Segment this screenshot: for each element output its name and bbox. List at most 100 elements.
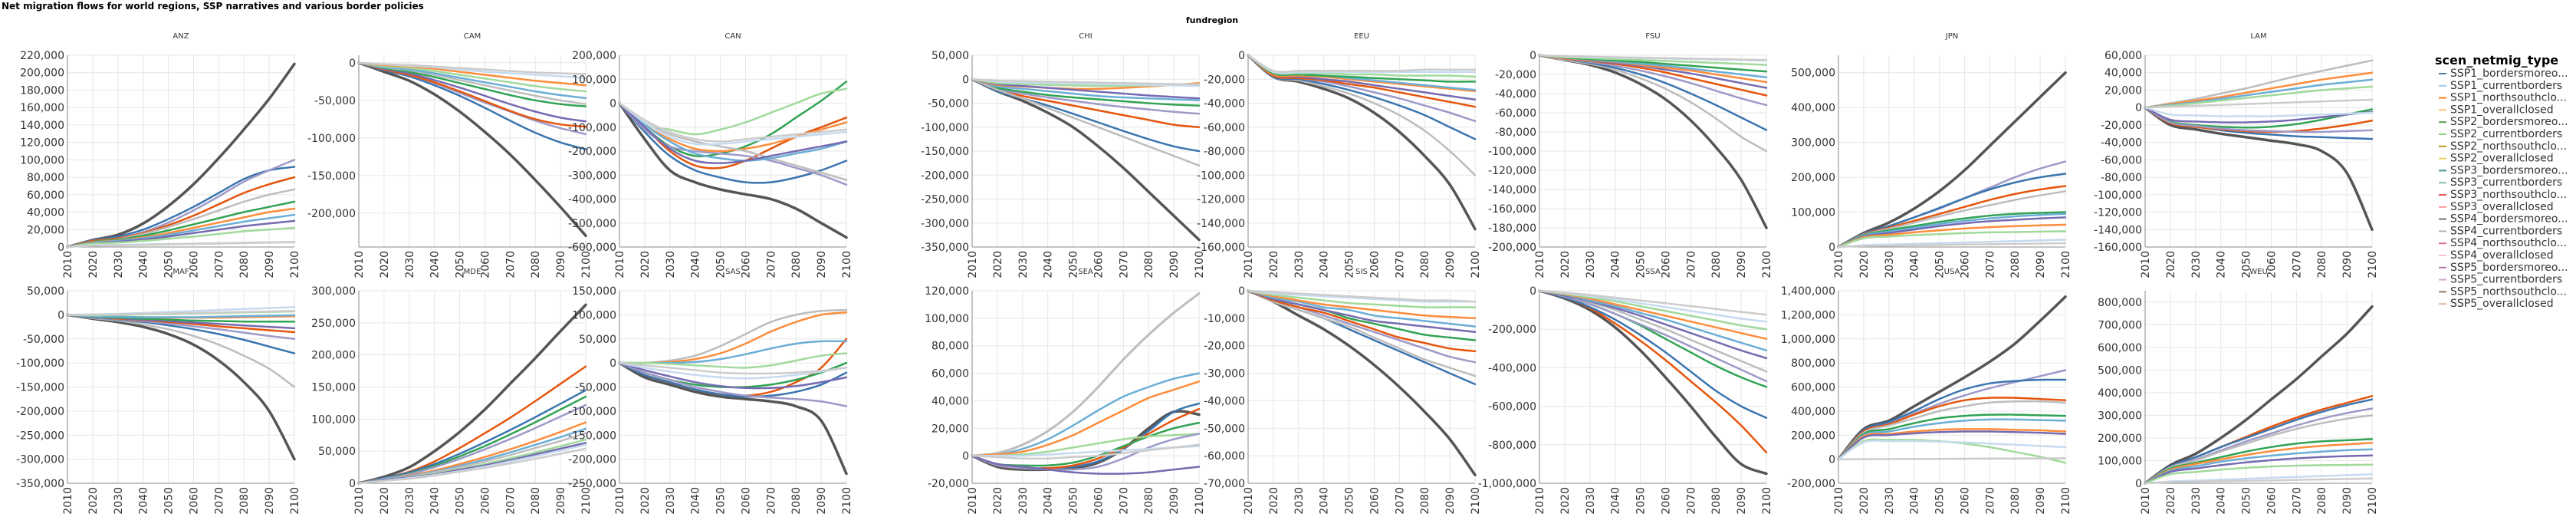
- x-tick-label: 2080: [1710, 251, 1723, 278]
- series-line: [618, 102, 848, 143]
- x-tick-label: 2090: [1168, 487, 1181, 515]
- series-line: [2144, 442, 2374, 485]
- series-line: [618, 308, 848, 364]
- x-tick-label: 2050: [163, 487, 176, 515]
- series-line: [1837, 430, 2067, 460]
- y-tick-label: 400,000: [2098, 387, 2142, 400]
- legend-item: SSP2_currentborders: [2439, 128, 2562, 140]
- y-tick-label: 220,000: [20, 50, 64, 62]
- series-line: [618, 102, 848, 162]
- series-line: [1247, 289, 1477, 308]
- series-line: [618, 361, 848, 390]
- x-tick-label: 2020: [379, 487, 391, 515]
- x-tick-label: 2100: [2367, 251, 2379, 278]
- x-tick-label: 2030: [404, 251, 416, 278]
- gridlines: [358, 55, 586, 247]
- x-tick-label: 2010: [62, 487, 74, 515]
- series-lines: [1837, 71, 2067, 249]
- panel-cam: CAM -200,000 -150,000 -100,000 -50,000 0 2010 2…: [307, 32, 593, 278]
- y-tick-label: 600,000: [2098, 342, 2142, 354]
- x-tick-label: 2010: [1534, 487, 1546, 515]
- y-tick-label: 500,000: [2098, 364, 2142, 377]
- facet-header: fundregion: [1186, 15, 1238, 25]
- legend-item: SSP3_currentborders: [2439, 176, 2562, 189]
- legend-item: SSP3_bordersmoreo...: [2439, 164, 2568, 176]
- x-tick-label: 2090: [1736, 251, 1748, 278]
- series-line: [971, 292, 1201, 457]
- series-line: [971, 78, 1201, 87]
- series-line: [1837, 212, 2067, 249]
- panel-title: SSA: [1645, 268, 1661, 276]
- series-line: [1247, 289, 1477, 303]
- x-tick-label: 2050: [715, 487, 728, 515]
- series-line: [1247, 54, 1477, 74]
- x-tick-label: 2070: [1685, 251, 1697, 278]
- x-tick-label: 2050: [1635, 251, 1648, 278]
- y-tick-label: 150,000: [572, 285, 616, 298]
- y-tick-label: -100,000: [307, 133, 356, 145]
- x-tick-label: 2070: [765, 251, 777, 278]
- y-tick-label: -10,000: [1204, 313, 1245, 325]
- x-tick-label: 2060: [479, 251, 491, 278]
- x-tick-label: 2040: [138, 487, 150, 515]
- y-tick-label: 1,000,000: [1781, 334, 1835, 346]
- x-tick-label: 2010: [1243, 251, 1255, 278]
- series-lines: [1247, 289, 1477, 476]
- legend-item: SSP5_currentborders: [2439, 274, 2562, 286]
- x-tick-label: 2100: [1761, 251, 1773, 278]
- x-tick-label: 2020: [1268, 487, 1280, 515]
- series-line: [1538, 54, 1768, 61]
- x-tick-label: 2090: [264, 487, 276, 515]
- series-line: [2144, 106, 2374, 133]
- series-line: [1837, 211, 2067, 249]
- gridlines: [67, 54, 295, 248]
- series-line: [1837, 242, 2067, 249]
- y-tick-label: -150,000: [16, 382, 64, 394]
- y-tick-label: 0: [1829, 454, 1835, 466]
- x-tick-label: 2020: [2165, 251, 2177, 278]
- series-line: [2144, 106, 2374, 133]
- series-line: [971, 78, 1201, 107]
- legend-item: SSP5_overallclosed: [2439, 298, 2554, 310]
- series-line: [1538, 289, 1768, 419]
- series-line: [357, 447, 587, 485]
- series-line: [66, 241, 296, 249]
- x-tick-label: 2100: [1194, 251, 1206, 278]
- x-tick-label: 2100: [2367, 487, 2379, 515]
- y-tick-label: -300,000: [921, 218, 969, 230]
- panel-sis: SIS -70,000 -60,000 -50,000 -40,000 -30,000 -2…: [1204, 268, 1482, 515]
- series-line: [971, 380, 1201, 457]
- series-line: [618, 102, 848, 186]
- x-tick-label: 2040: [1319, 487, 1331, 515]
- x-tick-label: 2100: [1194, 487, 1206, 515]
- x-tick-label: 2040: [1610, 487, 1622, 515]
- y-tick-label: -80,000: [2101, 172, 2142, 184]
- x-tick-label: 2050: [2241, 251, 2253, 278]
- series-line: [1247, 289, 1477, 353]
- legend-label: SSP3_northsouthclo...: [2450, 189, 2567, 201]
- x-tick-label: 2100: [2060, 251, 2072, 278]
- y-tick-label: 0: [349, 478, 356, 490]
- x-tick-label: 2080: [530, 251, 542, 278]
- y-tick-label: 100,000: [311, 413, 356, 426]
- y-tick-label: -50,000: [575, 382, 616, 394]
- x-tick-label: 2040: [2216, 487, 2228, 515]
- x-tick-label: 2020: [87, 487, 100, 515]
- x-tick-label: 2010: [2140, 251, 2152, 278]
- legend: scen_netmig_type SSP1_bordersmoreo...SSP…: [2435, 53, 2568, 310]
- panel-title: MDE: [464, 268, 481, 276]
- x-tick-label: 2010: [967, 251, 979, 278]
- y-tick-label: -200,000: [568, 454, 616, 466]
- panel-title: USA: [1944, 268, 1960, 276]
- y-tick-label: -140,000: [1488, 184, 1536, 196]
- x-tick-label: 2070: [2291, 487, 2303, 515]
- series-lines: [357, 61, 587, 238]
- series-line: [2144, 106, 2374, 124]
- y-tick-label: 50,000: [932, 50, 969, 62]
- x-tick-label: 2020: [1559, 251, 1572, 278]
- y-tick-label: -100,000: [1197, 170, 1245, 182]
- panel-weu: WEU 0 100,000 200,000 300,000 400,000 500,000 6…: [2098, 268, 2379, 515]
- x-tick-label: 2080: [2009, 487, 2022, 515]
- series-line: [618, 340, 848, 364]
